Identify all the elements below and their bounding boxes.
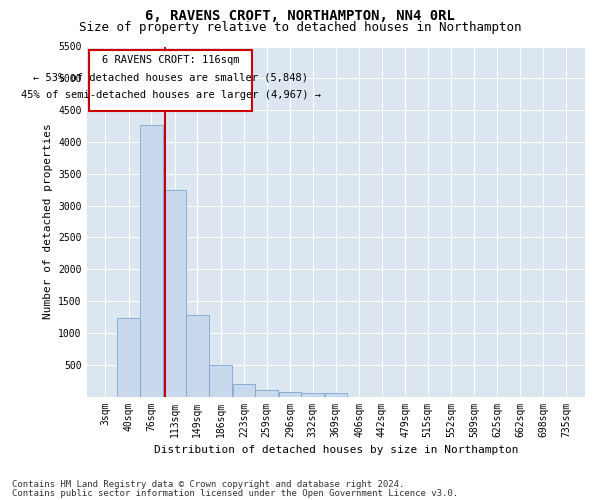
Bar — [186, 315, 209, 396]
Text: Contains public sector information licensed under the Open Government Licence v3: Contains public sector information licen… — [12, 488, 458, 498]
X-axis label: Distribution of detached houses by size in Northampton: Distribution of detached houses by size … — [154, 445, 518, 455]
Text: ← 53% of detached houses are smaller (5,848): ← 53% of detached houses are smaller (5,… — [33, 73, 308, 83]
Bar — [233, 384, 255, 396]
Bar — [278, 392, 301, 396]
Bar — [118, 318, 140, 396]
Bar — [255, 390, 278, 396]
Text: Contains HM Land Registry data © Crown copyright and database right 2024.: Contains HM Land Registry data © Crown c… — [12, 480, 404, 489]
Text: 45% of semi-detached houses are larger (4,967) →: 45% of semi-detached houses are larger (… — [20, 90, 320, 100]
Text: Size of property relative to detached houses in Northampton: Size of property relative to detached ho… — [79, 21, 521, 34]
Bar — [209, 366, 232, 396]
FancyBboxPatch shape — [89, 50, 252, 112]
Y-axis label: Number of detached properties: Number of detached properties — [43, 124, 53, 320]
Text: 6 RAVENS CROFT: 116sqm: 6 RAVENS CROFT: 116sqm — [102, 56, 239, 66]
Bar — [140, 125, 163, 396]
Bar — [325, 394, 347, 396]
Bar — [301, 393, 324, 396]
Text: 6, RAVENS CROFT, NORTHAMPTON, NN4 0RL: 6, RAVENS CROFT, NORTHAMPTON, NN4 0RL — [145, 9, 455, 23]
Bar — [163, 190, 186, 396]
